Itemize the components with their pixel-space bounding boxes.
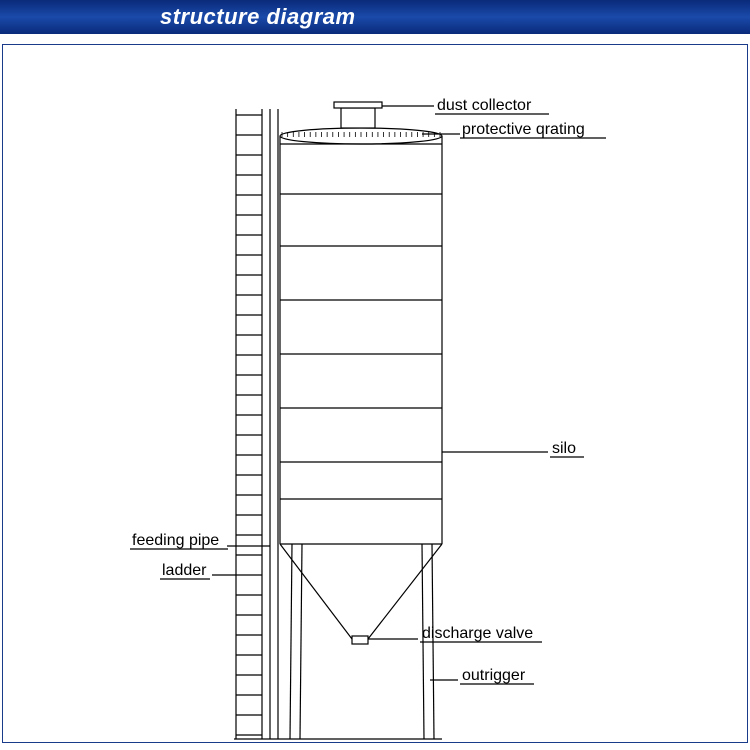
- page-title: structure diagram: [0, 0, 750, 34]
- label-feeding-pipe: feeding pipe: [132, 532, 219, 550]
- label-silo: silo: [552, 440, 576, 458]
- label-discharge-valve: discharge valve: [422, 625, 533, 643]
- label-outrigger: outrigger: [462, 667, 525, 685]
- structure-diagram: [2, 44, 748, 743]
- label-dust-collector: dust collector: [437, 97, 531, 115]
- label-protective-grating: protective qrating: [462, 121, 585, 139]
- label-ladder: ladder: [162, 562, 206, 580]
